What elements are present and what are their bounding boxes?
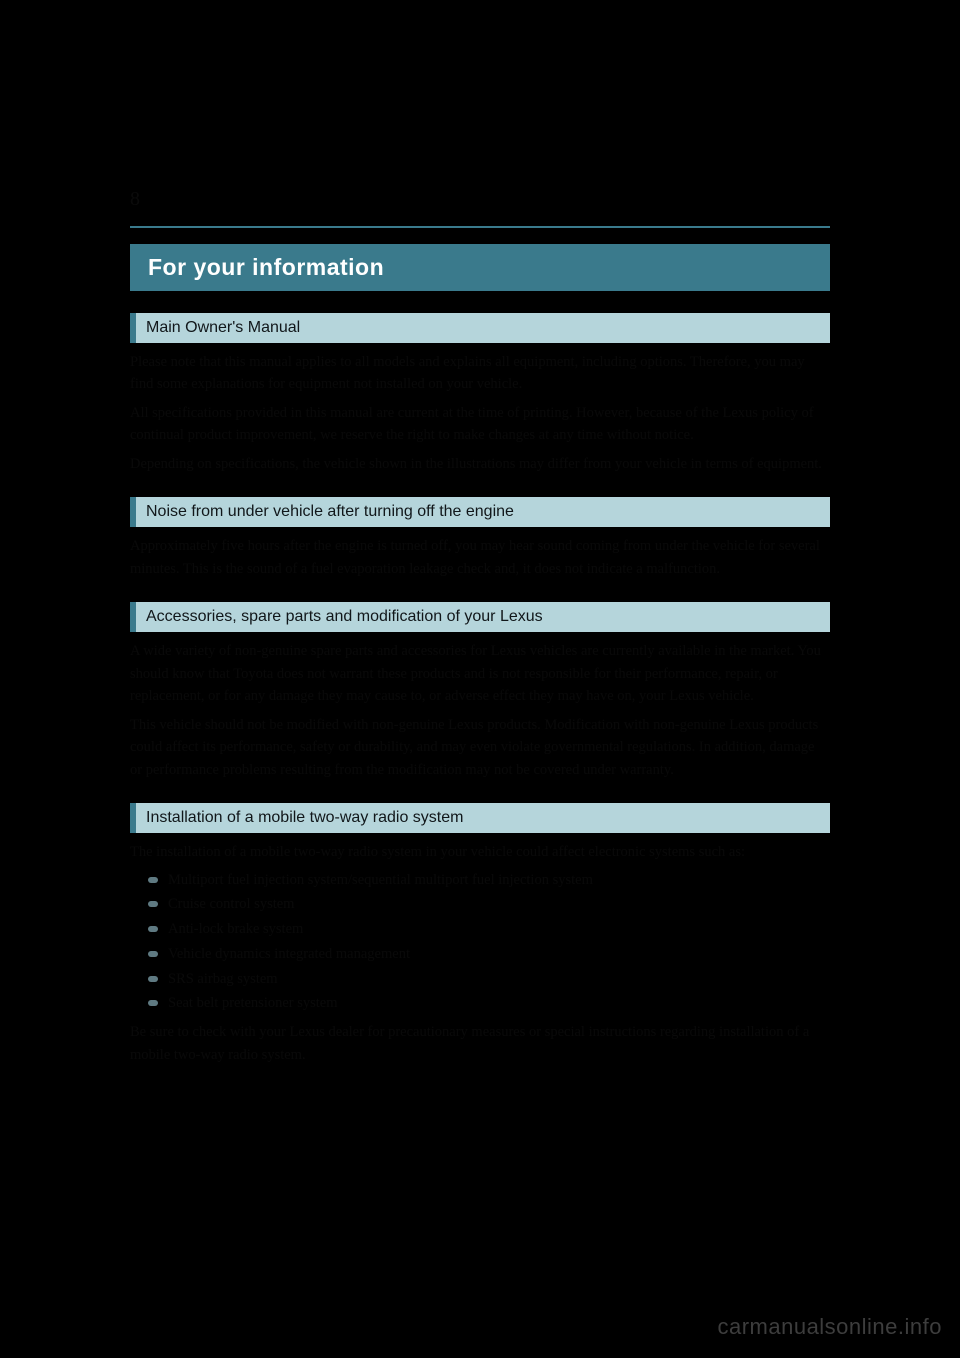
list-item: Multiport fuel injection system/sequenti… — [130, 870, 830, 892]
body-paragraph: This vehicle should not be modified with… — [130, 714, 830, 781]
bullet-text: Seat belt pretensioner system — [168, 993, 338, 1015]
body-paragraph: Please note that this manual applies to … — [130, 351, 830, 396]
section-heading: Noise from under vehicle after turning o… — [130, 497, 830, 527]
body-paragraph: A wide variety of non-genuine spare part… — [130, 640, 830, 707]
bullet-text: Anti-lock brake system — [168, 919, 303, 941]
section-heading: Installation of a mobile two-way radio s… — [130, 803, 830, 833]
bullet-icon — [148, 926, 158, 932]
body-paragraph: Be sure to check with your Lexus dealer … — [130, 1021, 830, 1066]
bullet-icon — [148, 901, 158, 907]
bullet-icon — [148, 877, 158, 883]
bullet-text: Cruise control system — [168, 894, 294, 916]
bullet-icon — [148, 976, 158, 982]
bullet-text: Vehicle dynamics integrated management — [168, 944, 410, 966]
body-paragraph: The installation of a mobile two-way rad… — [130, 841, 830, 863]
bullet-text: Multiport fuel injection system/sequenti… — [168, 870, 593, 892]
list-item: Vehicle dynamics integrated management — [130, 944, 830, 966]
list-item: Cruise control system — [130, 894, 830, 916]
bullet-text: SRS airbag system — [168, 969, 278, 991]
watermark: carmanualsonline.info — [717, 1314, 942, 1340]
bullet-icon — [148, 1000, 158, 1006]
list-item: Seat belt pretensioner system — [130, 993, 830, 1015]
body-paragraph: Approximately five hours after the engin… — [130, 535, 830, 580]
bullet-icon — [148, 951, 158, 957]
body-paragraph: Depending on specifications, the vehicle… — [130, 453, 830, 475]
section-heading: Main Owner's Manual — [130, 313, 830, 343]
list-item: SRS airbag system — [130, 969, 830, 991]
list-item: Anti-lock brake system — [130, 919, 830, 941]
page-title: For your information — [130, 244, 830, 291]
body-paragraph: All specifications provided in this manu… — [130, 402, 830, 447]
page-content: For your information Main Owner's Manual… — [130, 180, 830, 1066]
section-heading: Accessories, spare parts and modificatio… — [130, 602, 830, 632]
bullet-list: Multiport fuel injection system/sequenti… — [130, 870, 830, 1016]
